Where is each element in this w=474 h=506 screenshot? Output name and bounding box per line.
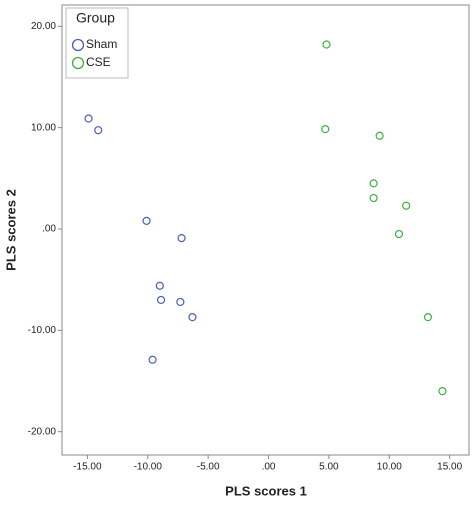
x-tick-label: .00 [262, 462, 276, 473]
legend-label: Sham [86, 37, 117, 51]
point [438, 387, 447, 396]
point [321, 125, 330, 134]
y-tick-label: .00 [42, 224, 56, 235]
point [322, 40, 331, 49]
legend-title: Group [76, 10, 115, 26]
point [402, 201, 411, 210]
y-tick-label: 10.00 [31, 122, 56, 133]
y-tick-label: -10.00 [28, 325, 57, 336]
x-tick-label: -15.00 [73, 462, 102, 473]
point [84, 114, 93, 123]
y-tick-label: -20.00 [28, 426, 57, 437]
x-axis-label: PLS scores 1 [225, 483, 307, 498]
plot-area [61, 4, 470, 456]
point [369, 193, 378, 203]
point [142, 216, 151, 225]
point [423, 313, 433, 322]
point [375, 131, 384, 140]
y-tick-label: 20.00 [31, 21, 56, 32]
x-tick-label: -5.00 [197, 462, 220, 473]
legend-marker [71, 38, 85, 52]
y-axis-label: PLS scores 2 [3, 189, 18, 271]
point [394, 229, 404, 239]
point [148, 355, 157, 364]
legend-marker [71, 56, 85, 70]
point [369, 179, 378, 188]
x-tick-label: -10.00 [134, 462, 163, 473]
point [176, 297, 185, 307]
point [94, 126, 103, 135]
x-tick-label: 10.00 [377, 462, 402, 473]
point [177, 234, 186, 243]
x-tick-label: 5.00 [319, 462, 339, 473]
point [155, 281, 164, 290]
point [188, 313, 197, 322]
legend-label: CSE [86, 55, 111, 69]
x-tick-label: 15.00 [437, 462, 462, 473]
point [156, 295, 166, 305]
legend-box [65, 7, 129, 79]
